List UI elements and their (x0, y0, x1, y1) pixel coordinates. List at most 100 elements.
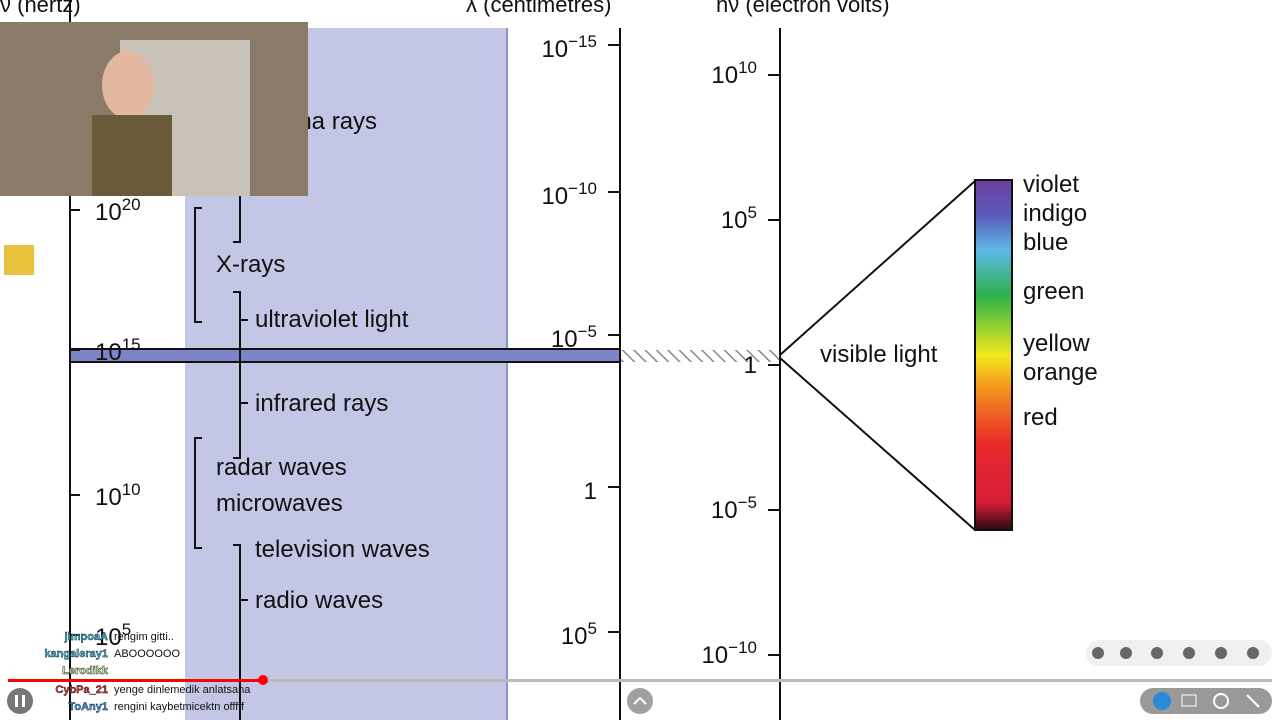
chat-message: ABOOOOOO (114, 648, 180, 660)
tick-base: 10 (541, 36, 568, 63)
spectrum-bar (974, 179, 1013, 531)
chat-overlay: jimpoaA rengim gitti.. kangaleray1 ABOOOOOO… (44, 631, 251, 713)
ai-button[interactable] (1215, 647, 1227, 659)
tick-exponent: −10 (568, 179, 597, 198)
progress-track[interactable] (8, 679, 1272, 682)
tick-base: 1 (584, 478, 597, 505)
brackets (194, 194, 248, 720)
diagram-labels: 10201015101010510−1510−1010−511051010105… (70, 32, 1098, 669)
comment-button[interactable] (1151, 647, 1163, 659)
webcam-face (102, 51, 154, 119)
autoplay-button[interactable] (1153, 692, 1171, 710)
color-label: blue (1023, 229, 1068, 256)
like-button[interactable] (1092, 647, 1104, 659)
color-label: orange (1023, 359, 1098, 386)
tick-exponent: −15 (568, 32, 597, 51)
progress-thumb[interactable] (258, 675, 268, 685)
pause-icon (15, 695, 18, 707)
energy-tick-label: 1 (744, 352, 757, 379)
tick-base: 10 (541, 183, 568, 210)
settings-button[interactable] (1213, 693, 1229, 709)
tick-exponent: 5 (588, 619, 597, 638)
tick-base: 10 (711, 497, 738, 524)
expand-button[interactable] (627, 688, 653, 714)
chat-message: rengim gitti.. (114, 631, 174, 643)
color-label: yellow (1023, 330, 1090, 357)
visible-band (69, 348, 621, 363)
tick-base: 10 (95, 624, 122, 651)
chat-message: rengini kaybetmicektn offfff (114, 701, 245, 713)
band-label: microwaves (216, 490, 343, 517)
tick-exponent: −5 (578, 322, 597, 341)
tick-base: 10 (551, 326, 578, 353)
tick-base: 10 (701, 642, 728, 669)
frequency-tick-label: 1010 (95, 480, 141, 511)
captions-button[interactable] (1181, 694, 1197, 707)
tick-base: 10 (95, 339, 122, 366)
visible-light-label: visible light (820, 341, 938, 368)
tick-base: 10 (95, 199, 122, 226)
control-bar (1140, 688, 1272, 714)
dislike-button[interactable] (1120, 647, 1132, 659)
color-label: violet (1023, 171, 1079, 198)
band-label: radio waves (255, 587, 383, 614)
chat-user: kangaleray1 (44, 648, 108, 660)
hatch-band (620, 350, 780, 362)
tick-base: 10 (711, 62, 738, 89)
progress-played[interactable] (8, 679, 263, 682)
frequency-tick-label: 105 (95, 620, 131, 651)
more-button[interactable] (1247, 647, 1259, 659)
tick-base: 10 (721, 207, 748, 234)
cone-line (779, 357, 976, 531)
frequency-tick-label: 1020 (95, 195, 141, 226)
band-label: X-rays (216, 251, 285, 278)
wavelength-tick-label: 10−10 (541, 179, 597, 210)
play-pause-button[interactable] (7, 688, 33, 714)
expand-icon (633, 696, 647, 705)
tick-exponent: 5 (122, 620, 131, 639)
emote (4, 245, 34, 275)
tick-base: 10 (95, 484, 122, 511)
fullscreen-button[interactable] (1246, 694, 1260, 708)
wavelength-tick-label: 105 (561, 619, 597, 650)
color-label: red (1023, 404, 1058, 431)
band-label: infrared rays (255, 390, 388, 417)
axis-title: ν (hertz) (0, 0, 81, 17)
chat-user: CybPa_21 (55, 684, 108, 696)
axis-title: hν (electron volts) (716, 0, 890, 17)
action-bar (1086, 640, 1272, 666)
cone-line (779, 180, 976, 356)
band-label: television waves (255, 536, 430, 563)
frequency-tick-label: 1015 (95, 335, 141, 366)
tick-exponent: −10 (728, 638, 757, 657)
color-label: indigo (1023, 200, 1087, 227)
chat-message: yenge dinlemedik anlatsana (114, 684, 251, 696)
webcam-body (92, 115, 172, 196)
color-label: green (1023, 278, 1084, 305)
wavelength-tick-label: 10−15 (541, 32, 597, 63)
energy-tick-label: 105 (721, 203, 757, 234)
band-label: radar waves (216, 454, 347, 481)
axis-title: λ (centimetres) (466, 0, 611, 17)
tick-base: 10 (561, 623, 588, 650)
energy-tick-label: 10−10 (701, 638, 757, 669)
pause-icon (22, 695, 25, 707)
wavelength-tick-label: 1 (584, 478, 597, 505)
tick-exponent: −5 (738, 493, 757, 512)
band-label: ultraviolet light (255, 306, 409, 333)
tick-exponent: 5 (748, 203, 757, 222)
tick-base: 1 (744, 352, 757, 379)
energy-tick-label: 10−5 (711, 493, 757, 524)
chat-user: Lerodikk (62, 665, 109, 677)
tick-exponent: 10 (122, 480, 141, 499)
wavelength-tick-label: 10−5 (551, 322, 597, 353)
chat-user: jimpoaA (64, 631, 108, 643)
share-button[interactable] (1183, 647, 1195, 659)
tick-exponent: 10 (738, 58, 757, 77)
action-icons (1092, 647, 1259, 659)
tick-exponent: 20 (122, 195, 141, 214)
energy-tick-label: 1010 (711, 58, 757, 89)
